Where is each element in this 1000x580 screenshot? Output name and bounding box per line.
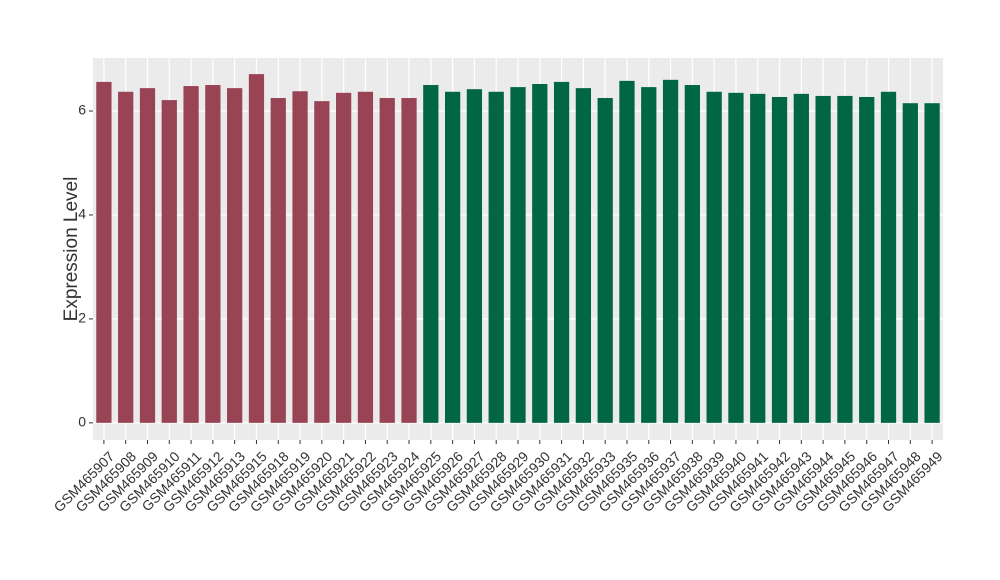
bar [248,74,265,423]
bar [553,81,570,423]
bar [575,88,592,423]
y-tick-label: 4 [78,206,86,222]
bar [314,101,330,423]
bar [597,98,613,423]
y-tick-label: 2 [78,310,86,326]
bar [880,91,897,423]
bar [815,95,831,423]
bar [444,91,461,423]
bar [728,92,744,423]
bar [118,91,134,423]
bar [423,85,439,423]
bar [662,79,679,423]
bar [532,83,548,423]
bar [510,87,526,423]
bar [466,89,483,423]
bar [401,98,417,423]
bar [336,92,352,423]
bar [292,91,308,423]
bar [357,91,374,423]
bar [183,86,199,423]
bar [771,96,788,423]
bar [837,95,853,423]
bar [488,91,504,423]
bar [139,88,156,423]
bar [270,98,286,423]
bar [641,87,657,423]
bar [379,98,395,423]
bar [684,85,700,423]
bar [619,80,635,423]
y-tick-label: 0 [78,414,86,430]
bar [793,93,809,423]
y-tick-label: 6 [78,102,86,118]
bar [706,91,722,423]
bar [750,93,766,423]
y-axis-title: Expression Level [61,177,82,322]
bar [161,100,177,423]
bar [205,85,221,423]
bar [859,96,875,423]
bar [924,103,940,423]
bar [902,103,918,423]
bar [227,88,243,423]
bar [96,81,112,423]
